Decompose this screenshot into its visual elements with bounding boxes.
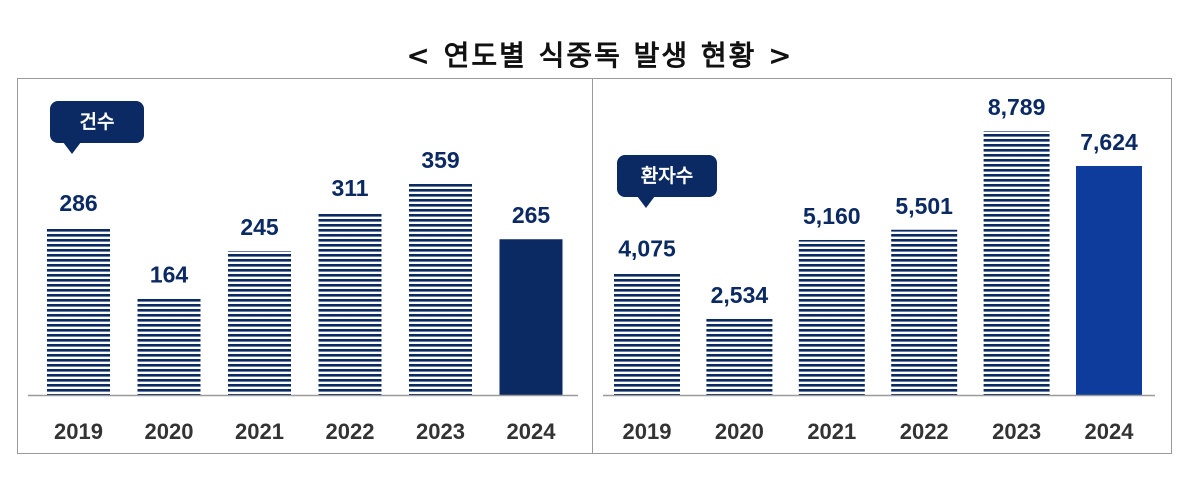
bar-2023 bbox=[409, 184, 472, 395]
x-tick-label-2021: 2021 bbox=[235, 419, 284, 444]
x-tick-label-2022: 2022 bbox=[900, 419, 949, 444]
value-label-2019: 4,075 bbox=[618, 236, 676, 262]
bar-2023 bbox=[983, 131, 1050, 395]
bar-2019 bbox=[614, 272, 680, 395]
chart-title: < 연도별 식중독 발생 현황 > bbox=[406, 39, 794, 72]
x-tick-label-2022: 2022 bbox=[326, 419, 375, 444]
x-tick-label-2020: 2020 bbox=[145, 419, 194, 444]
x-tick-label-2023: 2023 bbox=[416, 419, 465, 444]
value-label-2023: 359 bbox=[421, 147, 459, 173]
x-tick-label-2024: 2024 bbox=[1085, 419, 1135, 444]
bar-2021 bbox=[228, 251, 291, 395]
x-tick-label-2019: 2019 bbox=[54, 419, 103, 444]
bar-2022 bbox=[318, 212, 382, 395]
bar-2024 bbox=[499, 239, 563, 395]
bar-2024 bbox=[1076, 165, 1142, 395]
bar-2020 bbox=[706, 318, 773, 395]
value-label-2022: 311 bbox=[331, 175, 368, 201]
x-tick-label-2023: 2023 bbox=[992, 419, 1041, 444]
x-tick-label-2021: 2021 bbox=[807, 419, 856, 444]
value-label-2022: 5,501 bbox=[895, 193, 953, 219]
bar-2019 bbox=[47, 226, 110, 395]
cases-bar-chart: 286 2019 164 2020 245 2021 311 2022 359 2023 265 20… bbox=[28, 147, 578, 444]
cases-badge: 건수 bbox=[50, 101, 144, 154]
patients-bar-chart: 4,075 2019 2,534 2020 5,160 2021 5,501 2022 8,78… bbox=[603, 94, 1155, 444]
value-label-2020: 2,534 bbox=[711, 282, 769, 308]
value-label-2021: 245 bbox=[240, 214, 279, 240]
value-label-2024: 7,624 bbox=[1080, 129, 1138, 155]
patients-badge: 환자수 bbox=[617, 155, 717, 208]
value-label-2019: 286 bbox=[59, 190, 97, 216]
patients-chart-panel: 4,075 2019 2,534 2020 5,160 2021 5,501 2022 8,78… bbox=[592, 78, 1172, 454]
x-tick-label-2024: 2024 bbox=[507, 419, 557, 444]
bar-2022 bbox=[891, 229, 958, 395]
bar-2020 bbox=[137, 298, 201, 395]
bar-2021 bbox=[798, 240, 865, 395]
value-label-2023: 8,789 bbox=[988, 94, 1046, 120]
x-tick-label-2019: 2019 bbox=[623, 419, 672, 444]
value-label-2021: 5,160 bbox=[803, 203, 861, 229]
value-label-2024: 265 bbox=[512, 202, 551, 228]
cases-chart-panel: 286 2019 164 2020 245 2021 311 2022 359 2023 265 20… bbox=[17, 78, 593, 454]
x-tick-label-2020: 2020 bbox=[715, 419, 764, 444]
value-label-2020: 164 bbox=[150, 262, 189, 288]
